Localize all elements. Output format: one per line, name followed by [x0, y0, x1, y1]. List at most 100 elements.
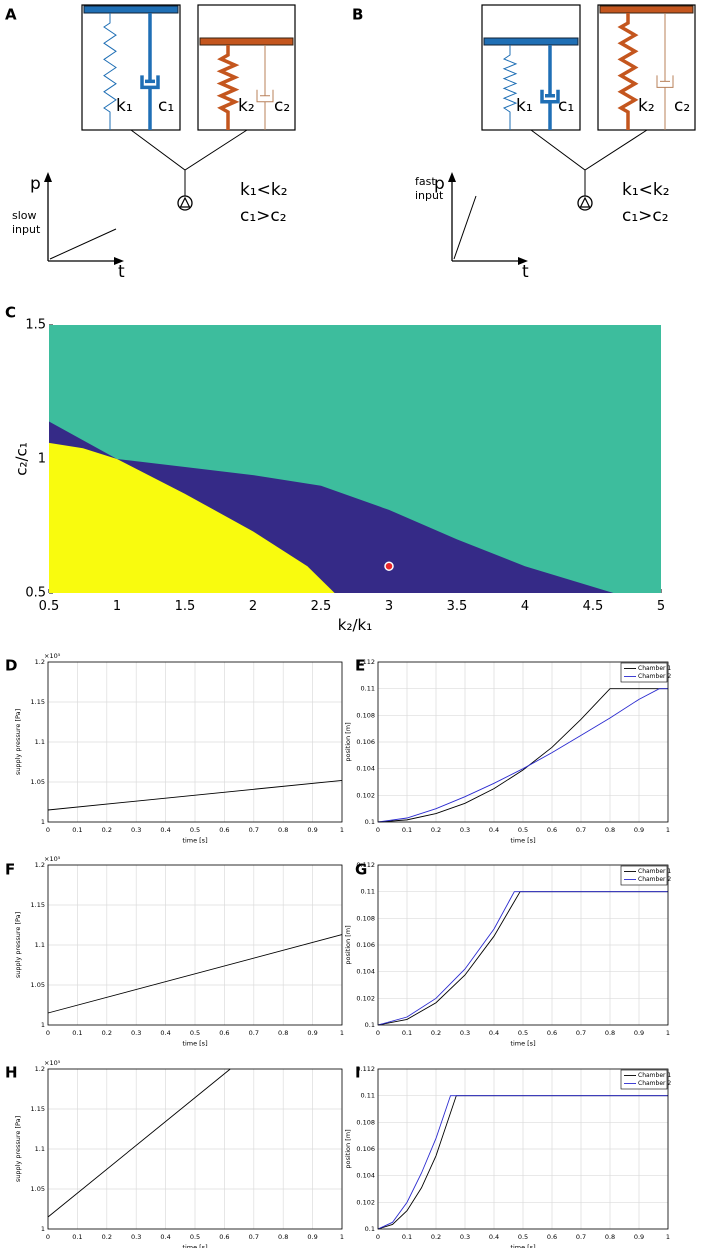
pump-triangle — [179, 196, 191, 208]
x-axis-label: k₂/k₁ — [338, 616, 372, 634]
y-tick-label: 0.1 — [365, 1021, 375, 1029]
plot-frame — [47, 661, 343, 823]
x-tick-label: 0 — [376, 1029, 380, 1037]
y-tick-label: 1 — [41, 1225, 45, 1233]
legend-label: Chamber 2 — [638, 673, 671, 680]
spring — [103, 13, 117, 130]
x-tick-label: 1 — [666, 1233, 670, 1241]
y-axis-label: supply pressure [Pa] — [14, 709, 22, 775]
chart: 0 0.1 0.2 0.3 0.4 0.5 0.6 0.7 0.8 0.9 1 1 1.05 1.1 1.1… — [14, 855, 344, 1047]
chart: 0 0.1 0.2 0.3 0.4 0.5 0.6 0.7 0.8 0.9 10.10.1020.1… — [344, 658, 671, 844]
damper-label: c₁ — [558, 96, 574, 116]
y-tick-label: 0.106 — [356, 738, 375, 746]
panel-label: C — [5, 304, 16, 322]
y-tick-label: 0.104 — [356, 968, 375, 976]
y-tick-label: 1.1 — [35, 738, 45, 746]
x-tick-label: 0.1 — [402, 1029, 412, 1037]
spring — [502, 45, 518, 130]
x-tick-label: 0.1 — [72, 1233, 82, 1241]
spring-label: k₂ — [238, 96, 255, 116]
input-label: input — [415, 189, 444, 202]
legend-label: Chamber 1 — [638, 665, 671, 672]
axis-exponent: ×10⁵ — [44, 652, 61, 660]
x-tick-label: 3.5 — [447, 599, 468, 614]
relation: c₁>c₂ — [622, 206, 669, 226]
chart: 0 0.1 0.2 0.3 0.4 0.5 0.6 0.7 0.8 0.9 10.10.1020.1… — [344, 1065, 671, 1248]
x-tick-label: 0.4 — [489, 1233, 499, 1241]
arrow — [518, 257, 528, 265]
x-tick-label: 0.8 — [278, 1233, 288, 1241]
x-tick-label: 0.8 — [278, 1029, 288, 1037]
x-tick-label: 2 — [249, 599, 257, 614]
spring-label: k₁ — [516, 96, 533, 116]
y-tick-label: 1.05 — [31, 981, 45, 989]
chart: 0.5 1 1.5 2 2.5 3 3.5 4 4.5 5 0.5 1 1.5 k₂/k₁ c₂/c₁ — [13, 318, 666, 635]
y-tick-label: 0.11 — [361, 685, 375, 693]
x-tick-label: 0.3 — [460, 826, 470, 834]
y-axis-label: supply pressure [Pa] — [14, 912, 22, 978]
x-tick-label: 0 — [46, 1029, 50, 1037]
x-tick-label: 0.8 — [605, 1233, 615, 1241]
x-tick-label: 0.3 — [460, 1233, 470, 1241]
x-tick-label: 0.3 — [131, 1029, 141, 1037]
legend-label: Chamber 1 — [638, 1072, 671, 1079]
y-axis-label: position [m] — [344, 1129, 352, 1168]
x-axis-label: time [s] — [510, 1039, 535, 1047]
y-tick-label: 0.112 — [356, 658, 375, 666]
x-tick-label: 0.7 — [576, 1029, 586, 1037]
x-tick-label: 0.9 — [307, 826, 317, 834]
y-tick-label: 0.108 — [356, 914, 375, 922]
panel-label: H — [5, 1064, 18, 1082]
x-tick-label: 5 — [657, 599, 665, 614]
series-line — [377, 688, 668, 823]
y-tick-label: 1 — [41, 818, 45, 826]
x-tick-label: 0.5 — [518, 826, 528, 834]
x-tick-label: 0.2 — [102, 1233, 112, 1241]
arrow — [114, 257, 124, 265]
legend-box — [620, 1069, 668, 1090]
x-axis-label: time [s] — [182, 1039, 207, 1047]
y-axis-label: position [m] — [344, 722, 352, 761]
x-tick-label: 0.5 — [518, 1029, 528, 1037]
relation: k₁<k₂ — [622, 180, 670, 200]
y-tick-label: 0.108 — [356, 711, 375, 719]
y-tick-label: 1.2 — [35, 658, 45, 666]
x-tick-label: 1.5 — [175, 599, 196, 614]
panel-label: E — [355, 657, 365, 675]
y-tick-label: 0.106 — [356, 1145, 375, 1153]
x-tick-label: 0.4 — [160, 826, 170, 834]
x-tick-label: 0.1 — [402, 1233, 412, 1241]
relation: k₁<k₂ — [240, 180, 288, 200]
axis-label: t — [118, 262, 125, 282]
x-axis-label: time [s] — [182, 836, 207, 844]
x-axis-label: time [s] — [510, 836, 535, 844]
x-tick-label: 0.9 — [634, 1233, 644, 1241]
plot-frame — [377, 1068, 669, 1230]
input-ramp — [49, 228, 117, 260]
x-tick-label: 0.4 — [160, 1029, 170, 1037]
x-tick-label: 0.2 — [102, 826, 112, 834]
input-label: slow — [12, 209, 37, 222]
damper-label: c₁ — [158, 96, 174, 116]
spring-label: k₂ — [638, 96, 655, 116]
x-tick-label: 0.2 — [431, 1233, 441, 1241]
x-tick-label: 0.8 — [278, 826, 288, 834]
series-line — [47, 1068, 231, 1218]
x-tick-label: 0.9 — [307, 1233, 317, 1241]
spring — [216, 45, 240, 130]
x-tick-label: 0.9 — [307, 1029, 317, 1037]
x-tick-label: 0.4 — [160, 1233, 170, 1241]
y-tick-label: 1.2 — [35, 1065, 45, 1073]
x-axis-label: time [s] — [182, 1243, 207, 1248]
axis-label: t — [522, 262, 529, 282]
y-tick-label: 0.112 — [356, 861, 375, 869]
axis-exponent: ×10⁵ — [44, 1059, 61, 1067]
legend-label: Chamber 2 — [638, 1080, 671, 1087]
plot-frame — [47, 864, 343, 1026]
x-tick-label: 0.7 — [249, 1029, 259, 1037]
plate — [483, 37, 579, 46]
pipe — [530, 129, 648, 171]
marker-point — [384, 561, 394, 571]
